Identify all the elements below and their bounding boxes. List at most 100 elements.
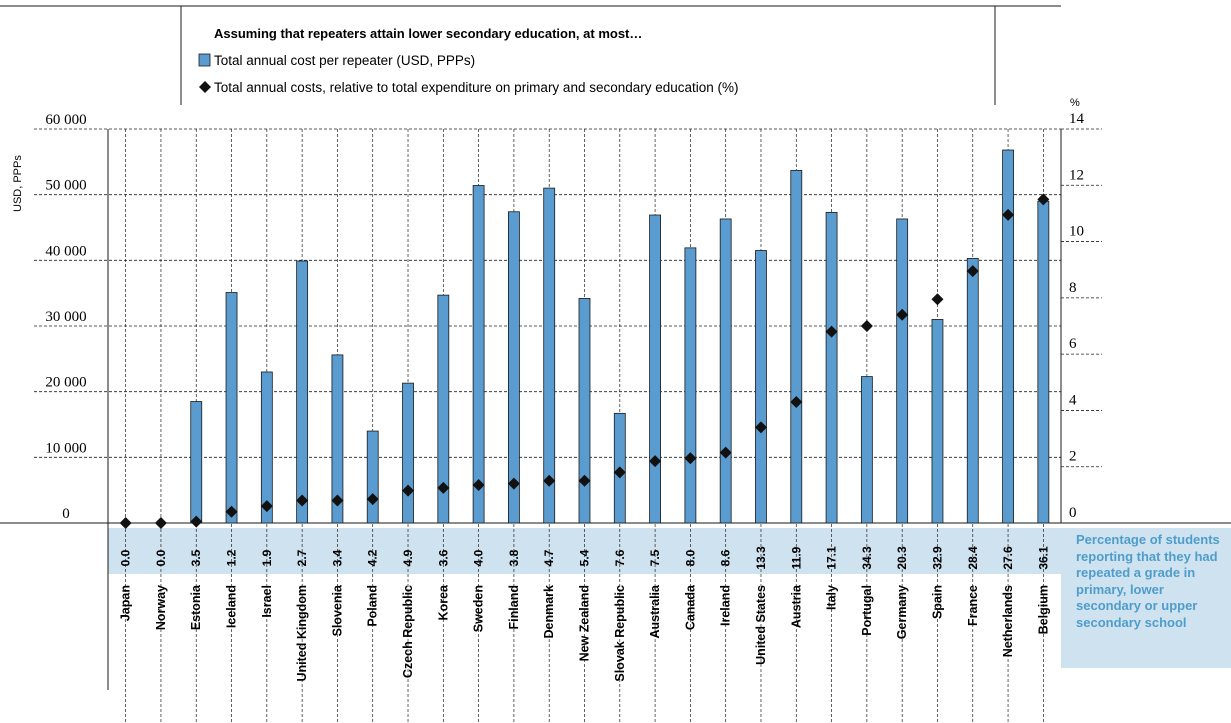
- left-tick-label: 30 000: [45, 309, 86, 325]
- diamond-marker: [366, 493, 379, 506]
- country-label: Finland: [507, 585, 521, 629]
- diamond-marker: [260, 500, 273, 513]
- repeat-pct-label: 1.9: [260, 549, 274, 566]
- bar: [966, 257, 979, 524]
- repeat-pct-label: 3.6: [436, 549, 450, 566]
- bar: [649, 214, 661, 524]
- diamond-marker: [507, 477, 520, 490]
- country-label: Portugal: [860, 585, 874, 636]
- country-label: Australia: [648, 584, 662, 639]
- country-label: Ireland: [719, 585, 733, 626]
- bar: [543, 187, 556, 524]
- repeat-pct-label: 4.7: [542, 549, 556, 566]
- diamond-marker: [578, 474, 591, 487]
- repeat-pct-label: 7.6: [613, 549, 627, 566]
- repeat-pct-label: 17.1: [825, 546, 839, 570]
- country-label: Austria: [789, 584, 803, 628]
- bar: [1002, 149, 1014, 524]
- repeat-pct-label: 27.6: [1001, 546, 1015, 570]
- repeat-pct-label: 8.6: [719, 549, 733, 566]
- repeat-pct-label: 7.5: [648, 549, 662, 566]
- right-tick-label: 10: [1069, 224, 1084, 240]
- repeat-pct-label: 13.3: [754, 546, 768, 570]
- repeat-pct-label: 4.2: [366, 549, 380, 566]
- bar: [366, 430, 379, 524]
- left-axis-ticks: 0 10 000 20 000 30 000 40 000 50 000 60 000: [45, 112, 86, 522]
- diamond-marker: [719, 446, 732, 459]
- country-label: Norway: [154, 585, 168, 630]
- diamond-marker: [472, 479, 485, 492]
- right-tick-label: 4: [1069, 392, 1077, 408]
- bar: [508, 211, 520, 524]
- diamond-marker: [790, 395, 803, 408]
- country-label: Sweden: [472, 585, 486, 632]
- repeat-pct-label: 8.0: [683, 549, 697, 566]
- bar: [578, 298, 591, 524]
- left-tick-label: 20 000: [45, 375, 86, 391]
- diamond-marker: [825, 325, 838, 338]
- legend-bar-label: Total annual cost per repeater (USD, PPP…: [214, 53, 475, 68]
- diamond-marker: [402, 484, 415, 497]
- diamond-marker: [190, 515, 203, 528]
- diamond-marker: [437, 481, 450, 494]
- repeat-pct-label: 3.8: [507, 549, 521, 566]
- legend-marker-label: Total annual costs, relative to total ex…: [214, 80, 739, 95]
- repeat-pct-label: 0.0: [119, 549, 133, 566]
- country-label: United Kingdom: [295, 585, 309, 682]
- bar: [331, 354, 344, 524]
- diamond-marker: [754, 421, 767, 434]
- country-label: Iceland: [225, 585, 239, 628]
- country-label: Netherlands: [1001, 585, 1015, 657]
- bar: [225, 292, 238, 524]
- repeat-pct-label: 36.1: [1036, 546, 1050, 570]
- left-tick-label: 0: [62, 506, 70, 522]
- diamond-marker: [154, 517, 167, 529]
- repeat-note-box: [1061, 528, 1231, 668]
- country-label: Korea: [436, 584, 450, 620]
- right-tick-label: 12: [1069, 167, 1084, 183]
- diamond-marker: [296, 494, 309, 507]
- right-tick-label: 0: [1069, 505, 1077, 521]
- right-tick-label: 6: [1069, 336, 1077, 352]
- bar: [402, 382, 414, 524]
- repeat-pct-label: 4.0: [472, 549, 486, 566]
- country-label: Germany: [895, 585, 909, 639]
- bar: [472, 185, 485, 524]
- diamond-marker: [1002, 208, 1015, 221]
- diamond-marker: [966, 265, 979, 278]
- repeat-pct-label: 0.0: [154, 549, 168, 566]
- country-label: Poland: [366, 585, 380, 627]
- country-label: United States: [754, 585, 768, 665]
- country-label: Israel: [260, 585, 274, 618]
- diamond-marker: [649, 455, 662, 468]
- bar: [825, 211, 838, 524]
- country-label: Estonia: [189, 584, 203, 630]
- repeat-pct-label: 3.4: [330, 549, 344, 566]
- bar: [437, 294, 450, 524]
- diamond-marker: [225, 505, 238, 518]
- repeat-pct-label: 3.5: [189, 549, 203, 566]
- diamond-marker: [543, 474, 556, 487]
- repeat-pct-label: 5.4: [578, 549, 592, 566]
- legend-bar-swatch: [198, 53, 211, 67]
- country-label: Czech Republic: [401, 585, 415, 678]
- bar: [684, 247, 697, 524]
- right-tick-label: 2: [1069, 449, 1077, 465]
- bar: [790, 169, 803, 524]
- country-label: Denmark: [542, 585, 556, 639]
- country-label: Italy: [825, 585, 839, 610]
- bar: [755, 250, 767, 524]
- bar: [860, 376, 873, 524]
- repeat-pct-label: 32.9: [930, 546, 944, 570]
- diamond-marker: [331, 494, 344, 507]
- diamond-marker: [896, 308, 909, 321]
- bar: [896, 218, 909, 524]
- right-tick-label: 14: [1069, 111, 1085, 127]
- left-tick-label: 60 000: [45, 112, 86, 128]
- legend-title: Assuming that repeaters attain lower sec…: [214, 26, 642, 41]
- left-tick-label: 50 000: [45, 178, 86, 194]
- repeat-note-text: Percentage of students reporting that th…: [1076, 532, 1220, 630]
- repeat-pct-label: 34.3: [860, 546, 874, 570]
- country-label: Canada: [683, 584, 697, 630]
